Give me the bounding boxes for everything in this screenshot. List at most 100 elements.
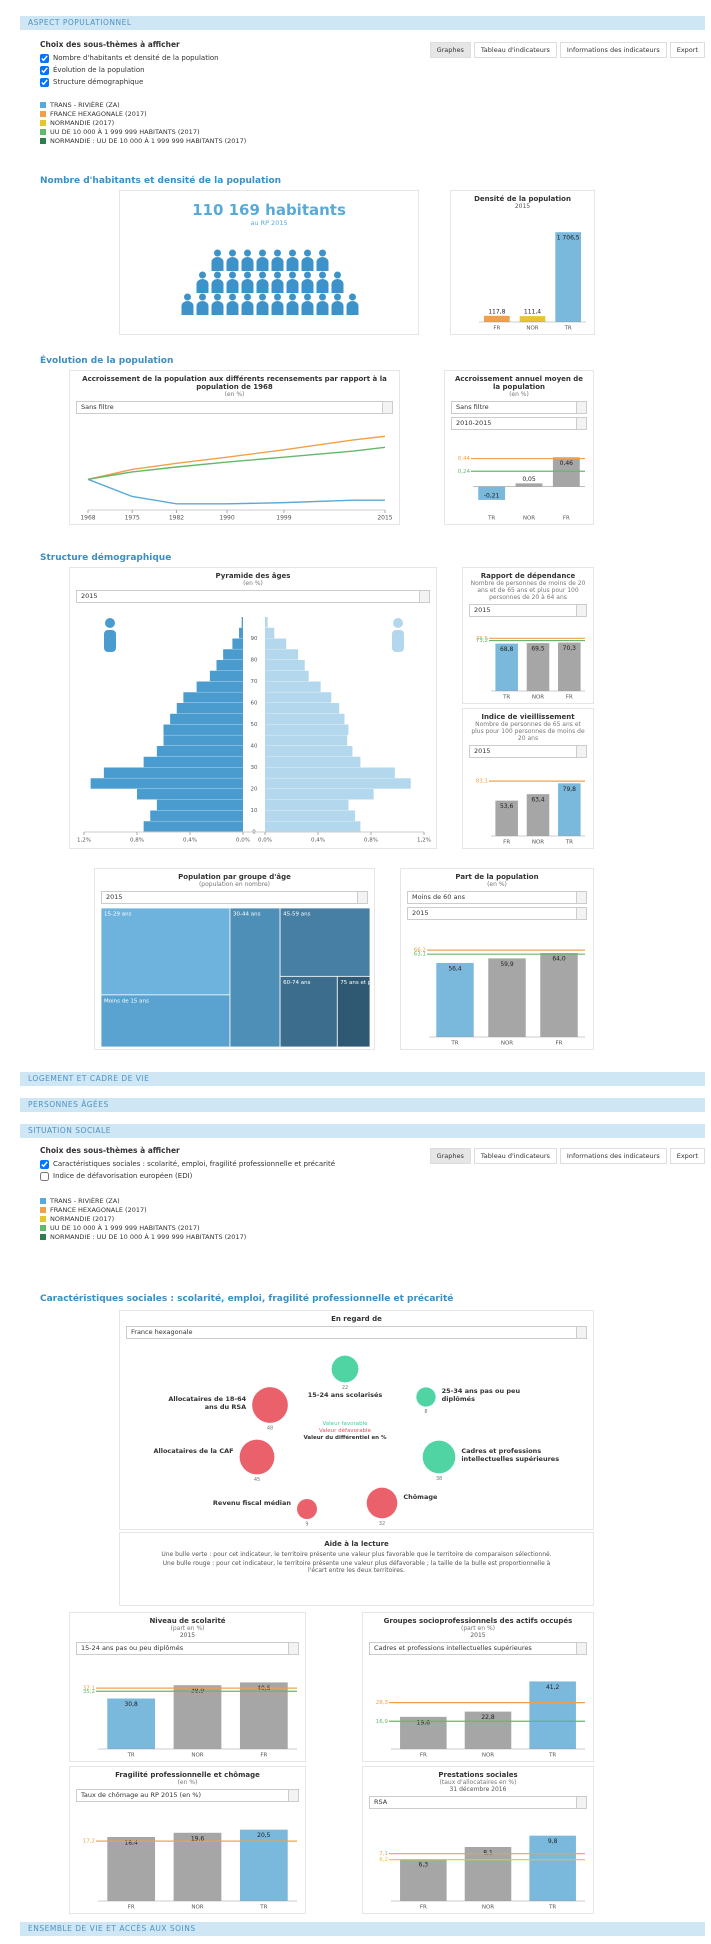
bar-chart-panel: Part de la population(en %)Moins de 60 a…: [400, 868, 594, 1050]
x-tick-label: 1975: [125, 515, 140, 522]
person-body: [257, 301, 269, 315]
person-head: [229, 294, 236, 301]
person-icon: [242, 272, 254, 294]
bubble-value: 38: [436, 1476, 442, 1482]
dropdown[interactable]: Cadres et professions intellectuelles su…: [369, 1642, 587, 1655]
dropdown-value: 15-24 ans pas ou peu diplômés: [81, 1644, 183, 1652]
bar-category: TR: [127, 1753, 135, 1759]
dropdown[interactable]: 2015: [76, 590, 430, 603]
x-tick-label: 0,8%: [364, 838, 378, 844]
option-label: Indice de défavorisation européen (EDI): [53, 1172, 192, 1180]
dropdown[interactable]: 2015: [407, 907, 587, 920]
female-bar: [265, 714, 345, 724]
person-head: [289, 250, 296, 257]
person-head: [259, 272, 266, 279]
person-icon: [287, 272, 299, 294]
panel-subtitle: (en %): [407, 881, 587, 888]
person-body: [332, 301, 344, 315]
section-bar[interactable]: ASPECT POPULATIONNEL: [20, 16, 705, 30]
view-button[interactable]: Export: [670, 42, 705, 58]
female-bar: [265, 735, 347, 745]
bubble-value: 9: [305, 1522, 308, 1528]
checkbox[interactable]: [40, 1160, 49, 1169]
chooser-option[interactable]: Caractéristiques sociales : scolarité, e…: [40, 1158, 380, 1170]
bar-category: FR: [563, 516, 570, 522]
dropdown[interactable]: 2015: [469, 745, 587, 758]
dropdown-value: 2015: [474, 747, 491, 755]
checkbox[interactable]: [40, 54, 49, 63]
icon-body: [104, 630, 116, 652]
chooser-option[interactable]: Évolution de la population: [40, 64, 380, 76]
checkbox[interactable]: [40, 78, 49, 87]
dropdown[interactable]: Moins de 60 ans: [407, 891, 587, 904]
legend: TRANS - RIVIÈRE (ZA)FRANCE HEXAGONALE (2…: [40, 1196, 540, 1241]
bar-chart-panel: Densité de la population2015117,8FR111,4…: [450, 190, 595, 335]
person-body: [302, 257, 314, 271]
bar-chart-panel: Prestations sociales(taux d'allocataires…: [362, 1766, 594, 1914]
chooser-option[interactable]: Nombre d'habitants et densité de la popu…: [40, 52, 380, 64]
view-button[interactable]: Graphes: [430, 42, 471, 58]
view-button[interactable]: Graphes: [430, 1148, 471, 1164]
panel-title: Densité de la population: [457, 195, 588, 203]
chooser-option[interactable]: Indice de défavorisation européen (EDI): [40, 1170, 380, 1182]
bar: [516, 483, 543, 486]
male-bar: [144, 757, 243, 767]
view-button[interactable]: Tableau d'indicateurs: [474, 42, 557, 58]
dropdown[interactable]: 2010-2015: [451, 417, 587, 430]
bar-value-label: 19,6: [417, 1719, 431, 1726]
treemap-label: 60-74 ans: [283, 980, 311, 986]
subtheme-chooser: Choix des sous-thèmes à afficherNombre d…: [40, 40, 380, 88]
legend: TRANS - RIVIÈRE (ZA)FRANCE HEXAGONALE (2…: [40, 100, 540, 145]
view-button[interactable]: Informations des indicateurs: [560, 1148, 667, 1164]
legend-swatch: [40, 1225, 46, 1231]
legend-differential: Valeur du différentiel en %: [300, 1435, 390, 1442]
checkbox[interactable]: [40, 66, 49, 75]
series-line: [88, 479, 385, 504]
chooser-option[interactable]: Structure démographique: [40, 76, 380, 88]
view-button[interactable]: Export: [670, 1148, 705, 1164]
section-bar[interactable]: LOGEMENT ET CADRE DE VIE: [20, 1072, 705, 1086]
female-bar: [265, 768, 395, 778]
checkbox[interactable]: [40, 1172, 49, 1181]
legend-label: NORMANDIE (2017): [50, 119, 114, 127]
dashboard: ASPECT POPULATIONNEL LOGEMENT ET CADRE DE…: [0, 0, 711, 1944]
person-head: [214, 250, 221, 257]
bar-value-label: 6,3: [419, 1862, 429, 1869]
age-tick-label: 50: [251, 722, 258, 728]
section-bar[interactable]: ENSEMBLE DE VIE ET ACCÈS AUX SOINS: [20, 1922, 705, 1936]
bar-category: NOR: [191, 1905, 203, 1911]
legend-label: UU DE 10 000 À 1 999 999 HABITANTS (2017…: [50, 1224, 200, 1232]
person-head: [304, 250, 311, 257]
dropdown[interactable]: Taux de chômage au RP 2015 (en %): [76, 1789, 299, 1802]
series-line: [88, 447, 385, 479]
age-tick-label: 40: [251, 744, 258, 750]
bar-plot: 53,6FR63,4NOR79,8TR83,1: [469, 762, 589, 846]
male-bar: [164, 725, 244, 735]
bar-category: FR: [420, 1753, 427, 1759]
section-bar[interactable]: SITUATION SOCIALE: [20, 1124, 705, 1138]
male-bar: [91, 778, 243, 788]
bar: [107, 1837, 155, 1901]
bubble-value: 45: [254, 1477, 260, 1483]
person-head: [199, 294, 206, 301]
section-bar[interactable]: PERSONNES ÂGÉES: [20, 1098, 705, 1112]
bubble: [416, 1387, 435, 1406]
person-body: [212, 257, 224, 271]
bar-category: TR: [564, 326, 572, 332]
dropdown[interactable]: 2015: [469, 604, 587, 617]
dropdown[interactable]: RSA: [369, 1796, 587, 1809]
view-button[interactable]: Informations des indicateurs: [560, 42, 667, 58]
bar-category: NOR: [526, 326, 538, 332]
panel-subtitle: (part en %): [369, 1625, 587, 1632]
legend-label: TRANS - RIVIÈRE (ZA): [50, 101, 120, 109]
view-button[interactable]: Tableau d'indicateurs: [474, 1148, 557, 1164]
dropdown-value: 2015: [106, 893, 123, 901]
reference-label: 17,2: [83, 1839, 95, 1845]
dropdown[interactable]: Sans filtre: [451, 401, 587, 414]
dropdown[interactable]: 15-24 ans pas ou peu diplômés: [76, 1642, 299, 1655]
bar-category: TR: [548, 1753, 556, 1759]
dropdown[interactable]: Sans filtre: [76, 401, 393, 414]
dropdown[interactable]: 2015: [101, 891, 368, 904]
age-tick-label: 80: [251, 658, 258, 664]
